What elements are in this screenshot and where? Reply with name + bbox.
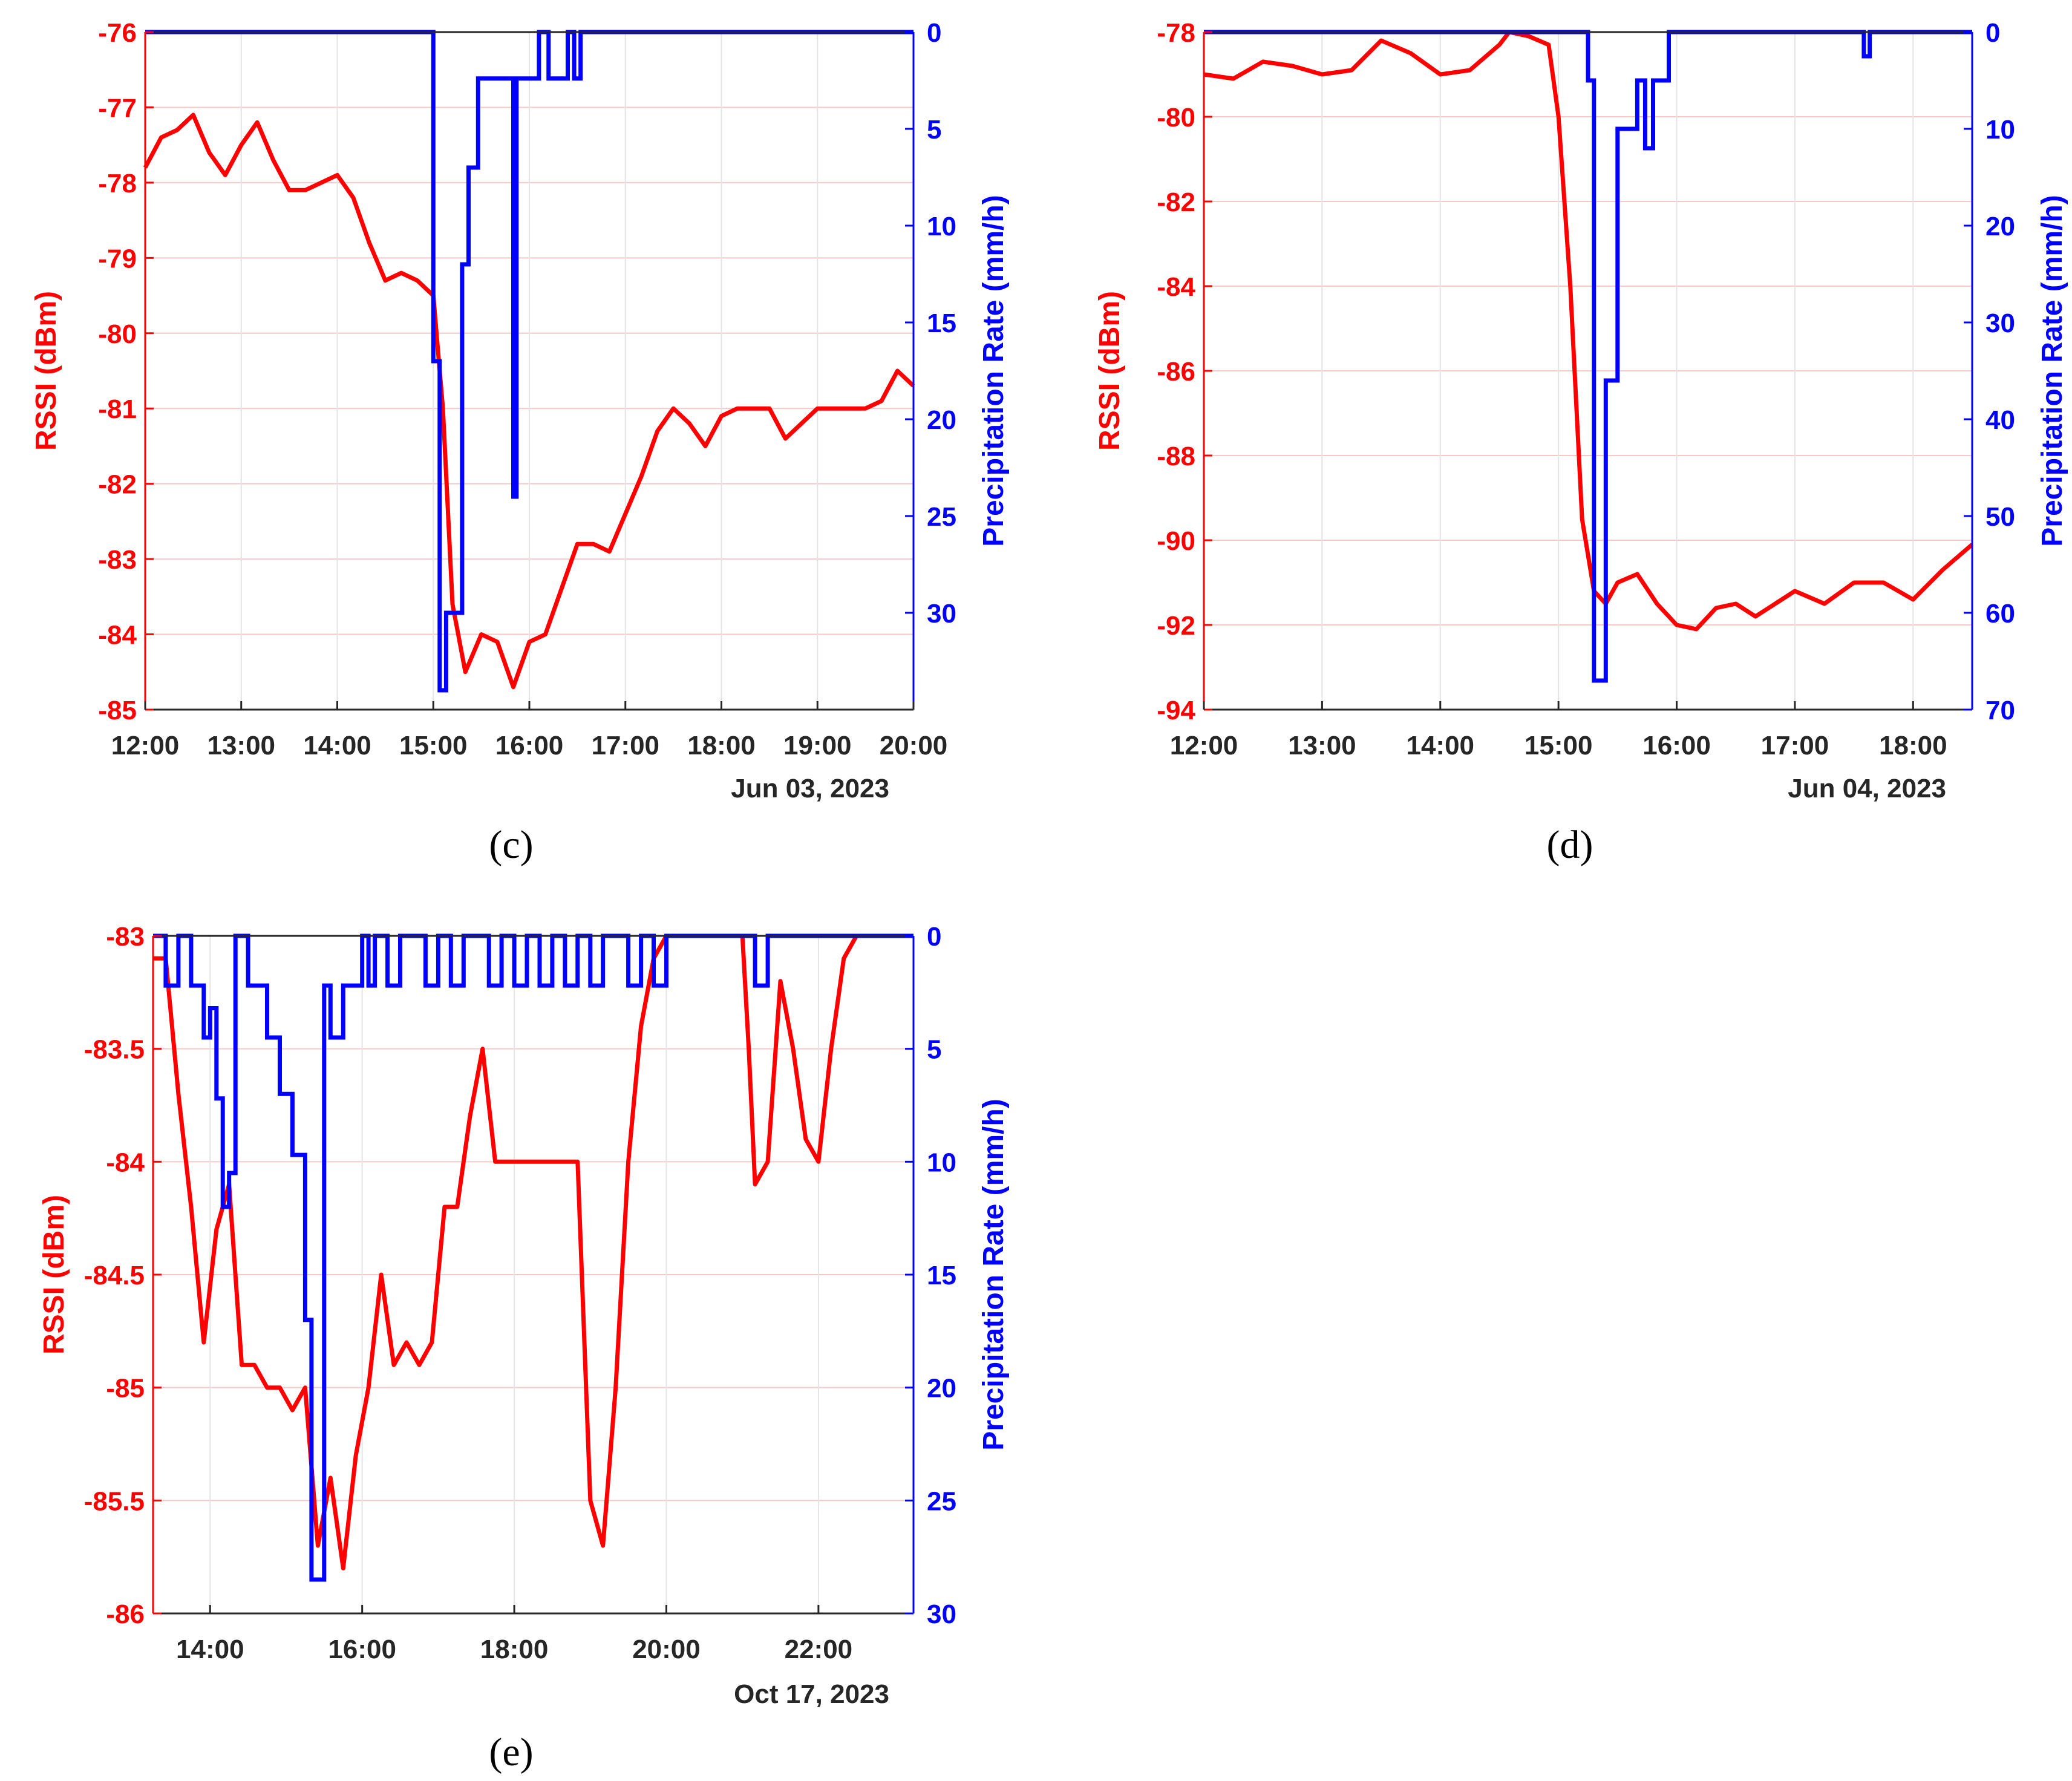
right-axis-title: Precipitation Rate (mm/h) bbox=[2036, 195, 2068, 546]
date-label: Oct 17, 2023 bbox=[734, 1679, 889, 1709]
x-tick-label: 15:00 bbox=[399, 731, 468, 760]
panel-d: -78 -80 -82 -84 -86 -88 -90 -92 -94 0 10 20 30 40 50 60… bbox=[1094, 18, 2068, 867]
right-axis-title: Precipitation Rate (mm/h) bbox=[978, 195, 1010, 546]
right-tick-label: 20 bbox=[927, 405, 956, 435]
left-axis-title: RSSI (dBm) bbox=[1094, 291, 1126, 451]
left-tick-label: -84.5 bbox=[84, 1261, 145, 1290]
x-tick-label: 19:00 bbox=[783, 731, 852, 760]
panel-caption: (d) bbox=[1547, 823, 1593, 867]
right-tick-label: 70 bbox=[1985, 696, 2015, 725]
left-tick-label: -80 bbox=[98, 319, 137, 349]
left-tick-label: -94 bbox=[1157, 696, 1195, 725]
right-tick-label: 25 bbox=[927, 502, 956, 532]
x-tick-label: 18:00 bbox=[480, 1635, 549, 1664]
left-tick-label: -80 bbox=[1157, 103, 1195, 132]
right-tick-label: 10 bbox=[1985, 115, 2015, 145]
right-tick-label: 30 bbox=[927, 599, 956, 629]
right-tick-label: 20 bbox=[1985, 212, 2015, 241]
panel-caption: (c) bbox=[489, 823, 533, 867]
x-tick-label: 15:00 bbox=[1525, 731, 1593, 760]
left-tick-label: -85 bbox=[106, 1374, 145, 1404]
rssi-series-line bbox=[143, 113, 915, 690]
left-tick-label: -83 bbox=[98, 545, 137, 575]
x-tick-label: 20:00 bbox=[632, 1635, 701, 1664]
x-tick-label: 16:00 bbox=[495, 731, 564, 760]
x-tick-label: 12:00 bbox=[111, 731, 180, 760]
left-tick-label: -78 bbox=[1157, 18, 1195, 48]
panel-e: -83 -83.5 -84 -84.5 -85 -85.5 -86 0 5 10 15 20 25 30 1… bbox=[38, 922, 1010, 1774]
right-tick-label: 5 bbox=[927, 115, 941, 145]
right-tick-label: 5 bbox=[927, 1035, 941, 1065]
left-tick-label: -92 bbox=[1157, 611, 1195, 641]
left-tick-label: -84 bbox=[98, 621, 137, 650]
right-tick-label: 10 bbox=[927, 1148, 956, 1177]
right-axis-title: Precipitation Rate (mm/h) bbox=[978, 1099, 1010, 1450]
x-tick-label: 17:00 bbox=[591, 731, 659, 760]
x-tick-label: 16:00 bbox=[328, 1635, 396, 1664]
right-tick-label: 15 bbox=[927, 1261, 956, 1290]
right-tick-label: 30 bbox=[1985, 309, 2015, 338]
left-tick-label: -82 bbox=[98, 470, 137, 500]
x-tick-label: 12:00 bbox=[1170, 731, 1238, 760]
x-tick-label: 13:00 bbox=[1288, 731, 1356, 760]
panel-c: -76 -77 -78 -79 -80 -81 -82 -83 -84 -85 0 5 10 15 20 25… bbox=[30, 18, 1010, 867]
left-tick-label: -83.5 bbox=[84, 1035, 145, 1065]
left-tick-label: -84 bbox=[1157, 272, 1195, 302]
left-tick-label: -82 bbox=[1157, 188, 1195, 217]
left-tick-label: -88 bbox=[1157, 442, 1195, 471]
date-label: Jun 04, 2023 bbox=[1788, 774, 1946, 803]
x-tick-label: 17:00 bbox=[1761, 731, 1829, 760]
x-tick-label: 14:00 bbox=[176, 1635, 244, 1664]
right-tick-label: 0 bbox=[1985, 18, 2000, 48]
date-label: Jun 03, 2023 bbox=[731, 774, 889, 803]
x-tick-label: 20:00 bbox=[880, 731, 948, 760]
right-tick-label: 0 bbox=[927, 18, 941, 48]
precipitation-series-line bbox=[153, 933, 913, 1582]
right-tick-label: 20 bbox=[927, 1374, 956, 1404]
x-tick-label: 18:00 bbox=[687, 731, 756, 760]
right-tick-label: 30 bbox=[927, 1600, 956, 1629]
left-tick-label: -84 bbox=[106, 1148, 145, 1177]
left-axis-title: RSSI (dBm) bbox=[38, 1195, 70, 1355]
left-axis-title: RSSI (dBm) bbox=[30, 291, 62, 451]
left-tick-label: -81 bbox=[98, 394, 137, 424]
x-tick-label: 13:00 bbox=[207, 731, 275, 760]
left-tick-label: -77 bbox=[98, 93, 137, 123]
x-tick-label: 14:00 bbox=[303, 731, 371, 760]
left-tick-label: -79 bbox=[98, 244, 137, 273]
left-tick-label: -78 bbox=[98, 169, 137, 198]
right-tick-label: 10 bbox=[927, 212, 956, 241]
left-tick-label: -85 bbox=[98, 696, 137, 725]
right-tick-label: 50 bbox=[1985, 502, 2015, 532]
left-tick-label: -86 bbox=[106, 1600, 145, 1629]
x-tick-label: 18:00 bbox=[1879, 731, 1947, 760]
right-tick-label: 15 bbox=[927, 309, 956, 338]
right-tick-label: 25 bbox=[927, 1486, 956, 1516]
left-tick-label: -86 bbox=[1157, 357, 1195, 387]
right-tick-label: 0 bbox=[927, 922, 941, 952]
x-tick-label: 14:00 bbox=[1406, 731, 1474, 760]
x-tick-label: 22:00 bbox=[785, 1635, 853, 1664]
left-tick-label: -83 bbox=[106, 922, 145, 952]
left-tick-label: -90 bbox=[1157, 526, 1195, 556]
left-tick-label: -85.5 bbox=[84, 1486, 145, 1516]
precipitation-series-line bbox=[1204, 30, 1972, 683]
right-tick-label: 60 bbox=[1985, 599, 2015, 629]
x-tick-label: 16:00 bbox=[1642, 731, 1711, 760]
panel-caption: (e) bbox=[489, 1730, 533, 1774]
rssi-series-line bbox=[153, 933, 913, 1570]
right-tick-label: 40 bbox=[1985, 405, 2015, 435]
left-tick-label: -76 bbox=[98, 18, 137, 48]
